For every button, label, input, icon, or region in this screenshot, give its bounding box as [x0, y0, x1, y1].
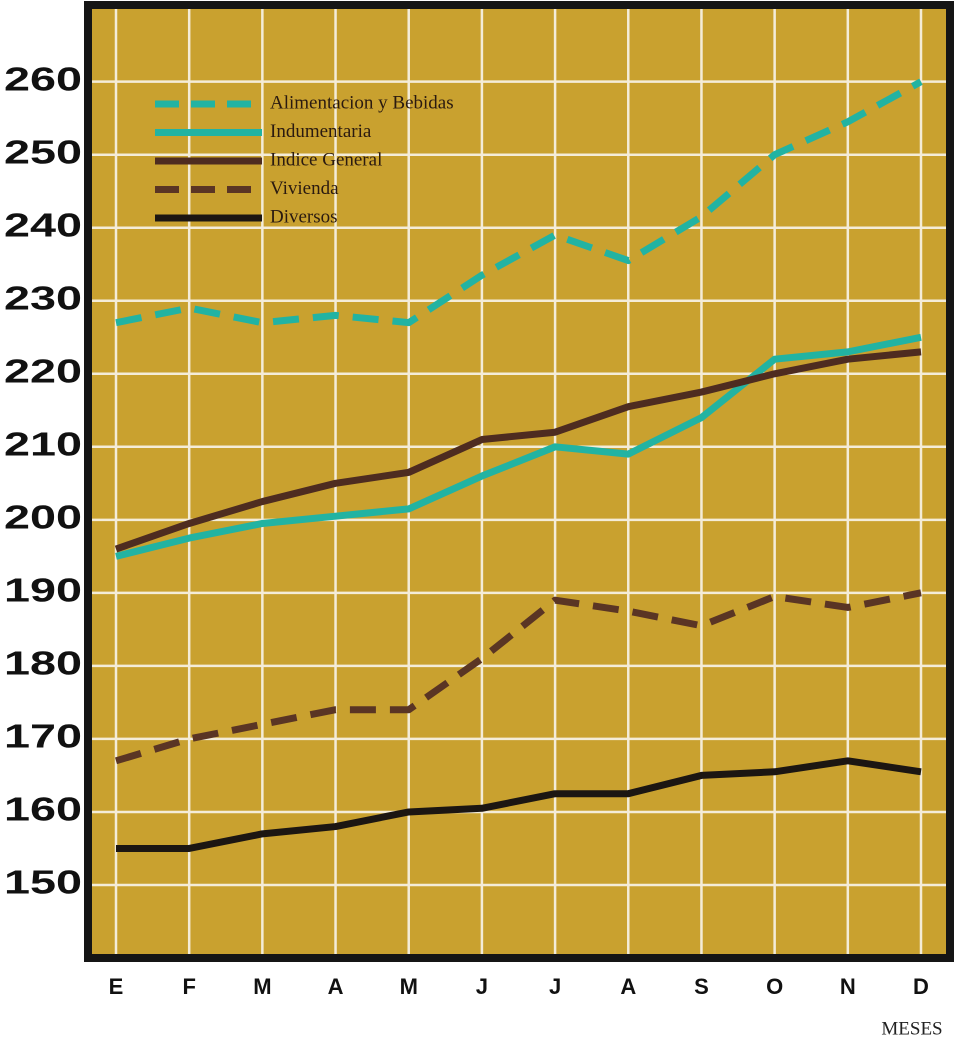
y-tick-label: 260 [4, 60, 82, 97]
series-line [115, 78, 923, 327]
x-tick-label: S [694, 974, 709, 999]
x-tick-label: J [476, 974, 488, 999]
x-tick-label: J [549, 974, 561, 999]
x-axis-label: MESES [881, 1018, 942, 1039]
x-tick-label: M [253, 974, 271, 999]
x-tick-label: A [328, 974, 344, 999]
legend-label: Indice General [270, 149, 382, 170]
legend-label: Alimentacion y Bebidas [270, 92, 454, 113]
x-tick-label: O [766, 974, 783, 999]
legend-label: Diversos [270, 206, 338, 227]
y-tick-label: 190 [4, 572, 82, 609]
y-tick-label: 180 [4, 645, 82, 682]
y-tick-label: 210 [4, 426, 82, 463]
y-tick-label: 170 [4, 718, 82, 755]
plot-area [88, 5, 950, 958]
y-tick-label: 230 [4, 279, 82, 316]
x-tick-label: N [840, 974, 856, 999]
y-tick-label: 160 [4, 791, 82, 828]
y-tick-label: 250 [4, 133, 82, 170]
x-tick-label: M [400, 974, 418, 999]
y-tick-label: 240 [4, 206, 82, 243]
y-tick-label: 220 [4, 353, 82, 390]
legend-label: Vivienda [270, 178, 339, 199]
x-tick-label: F [182, 974, 195, 999]
plot-border [84, 1, 954, 962]
legend-label: Indumentaria [270, 121, 372, 142]
y-tick-label: 150 [4, 864, 82, 901]
grid [88, 5, 950, 958]
x-tick-label: E [109, 974, 124, 999]
series-line [114, 348, 922, 553]
series-line [116, 757, 922, 852]
y-tick-label: 200 [4, 499, 82, 536]
series-line [115, 333, 922, 560]
x-tick-label: D [913, 974, 929, 999]
series: Alimentacion y Bebidas Indumentaria Indice… [114, 78, 923, 852]
x-tick-label: A [620, 974, 636, 999]
series-line [114, 589, 922, 765]
